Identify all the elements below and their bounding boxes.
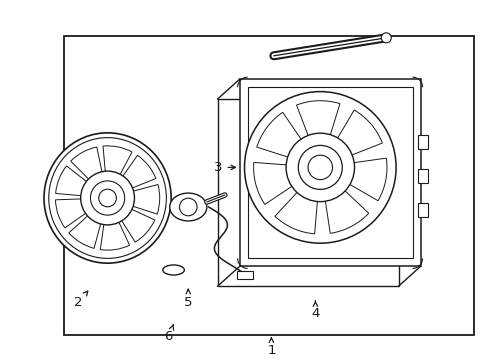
Bar (236, 271, 252, 279)
Wedge shape (103, 146, 132, 181)
Circle shape (179, 198, 197, 216)
Wedge shape (333, 110, 382, 157)
Text: 6: 6 (164, 325, 173, 343)
Wedge shape (118, 155, 156, 191)
Wedge shape (343, 158, 386, 201)
Wedge shape (71, 147, 103, 185)
Polygon shape (217, 99, 398, 286)
Wedge shape (100, 215, 129, 250)
Circle shape (90, 181, 124, 215)
Bar (417, 169, 427, 183)
Wedge shape (324, 186, 368, 233)
Circle shape (307, 155, 332, 180)
Text: 4: 4 (310, 301, 319, 320)
Circle shape (244, 91, 395, 243)
Ellipse shape (163, 265, 184, 275)
Wedge shape (274, 188, 317, 234)
Text: 2: 2 (74, 291, 88, 309)
Text: 5: 5 (183, 289, 192, 309)
Wedge shape (253, 162, 297, 204)
Polygon shape (239, 79, 420, 266)
Wedge shape (296, 101, 339, 142)
Bar (63, 36, 473, 335)
Wedge shape (125, 185, 160, 214)
Text: 3: 3 (214, 161, 235, 174)
Text: 1: 1 (266, 338, 275, 357)
Ellipse shape (49, 138, 166, 258)
Wedge shape (56, 166, 92, 196)
Wedge shape (69, 211, 102, 248)
Bar (417, 135, 427, 149)
Bar (417, 203, 427, 217)
Circle shape (298, 145, 342, 189)
Circle shape (285, 133, 354, 202)
Circle shape (381, 33, 390, 43)
Circle shape (99, 189, 116, 207)
Ellipse shape (169, 193, 206, 221)
Wedge shape (55, 199, 92, 228)
Wedge shape (118, 206, 155, 242)
Ellipse shape (44, 133, 171, 263)
Circle shape (81, 171, 134, 225)
Wedge shape (256, 112, 305, 159)
